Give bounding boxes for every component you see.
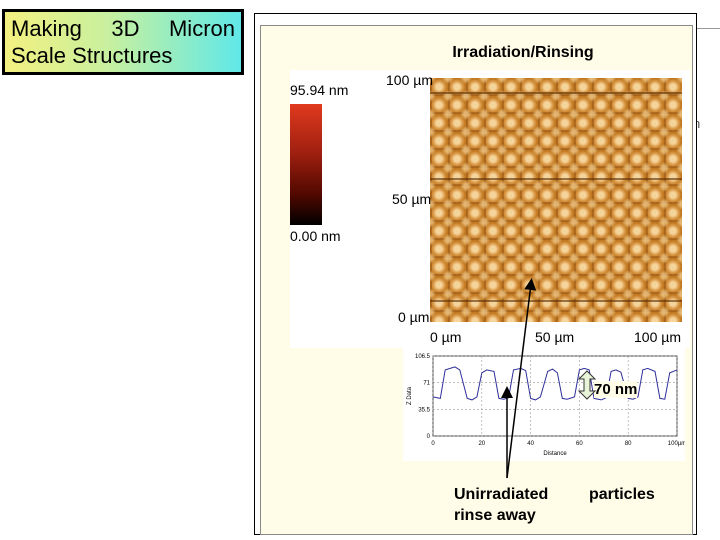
y-axis-tick-label: 106.5 <box>415 354 431 360</box>
profile-series-line <box>432 366 678 401</box>
x-tick-label: 100 µm <box>634 329 681 345</box>
x-axis-tick-label: 20 <box>478 441 485 447</box>
afm-height-image <box>430 78 682 322</box>
step-height-label: 70 nm <box>594 381 638 398</box>
title-word-2: 3D <box>111 16 140 41</box>
y-tick-label: 50 µm <box>392 191 432 207</box>
double-arrow-icon <box>577 370 597 400</box>
title-line-1: Making 3D Micron <box>11 15 235 42</box>
x-axis-tick-label: 40 <box>527 441 534 447</box>
slide-title-box: Making 3D Micron Scale Structures <box>2 9 244 75</box>
height-profile-chart: 106.5 71 35.5 0 0 20 40 60 80 100µm Distance Z Data <box>403 348 686 461</box>
colorbar-min-label: 0.00 nm <box>290 228 341 244</box>
y-axis-tick-label: 35.5 <box>418 407 430 413</box>
x-axis-tick-label: 0 <box>431 441 435 447</box>
x-axis-tick-label: 80 <box>625 441 632 447</box>
title-word-1: Making <box>11 16 82 41</box>
title-word-3: Micron <box>168 16 235 41</box>
unirradiated-label: Unirradiated rinse away <box>454 484 548 526</box>
unirradiated-line-1: Unirradiated <box>454 486 549 503</box>
particles-label: particles <box>589 486 655 503</box>
colorbar-max-label: 95.94 nm <box>290 82 349 98</box>
y-tick-label: 0 µm <box>398 309 430 325</box>
unirradiated-line-2: rinse away <box>454 507 536 524</box>
profile-svg: 106.5 71 35.5 00 20 40 60 80 100µm Distance Z Data <box>407 354 686 457</box>
title-line-2: Scale Structures <box>11 43 173 68</box>
afm-pattern-highlights <box>430 78 682 322</box>
x-tick-label: 50 µm <box>535 329 575 345</box>
arrow-to-image <box>506 278 537 479</box>
x-axis-tick-label: 100µm <box>668 441 685 447</box>
section-title: Irradiation/Rinsing <box>452 44 594 61</box>
y-tick-label: 100 µm <box>386 72 433 88</box>
scan-artifact-line <box>430 300 682 302</box>
y-axis-label: Z Data <box>407 386 413 405</box>
scan-artifact-line <box>430 92 682 94</box>
y-axis-tick-label: 0 <box>427 434 431 440</box>
x-axis-label: Distance <box>543 451 567 457</box>
height-colorbar <box>290 104 322 225</box>
x-tick-label: 0 µm <box>430 329 462 345</box>
y-axis-tick-label: 71 <box>423 381 430 387</box>
scan-artifact-line <box>430 178 682 180</box>
x-axis-tick-label: 60 <box>576 441 583 447</box>
